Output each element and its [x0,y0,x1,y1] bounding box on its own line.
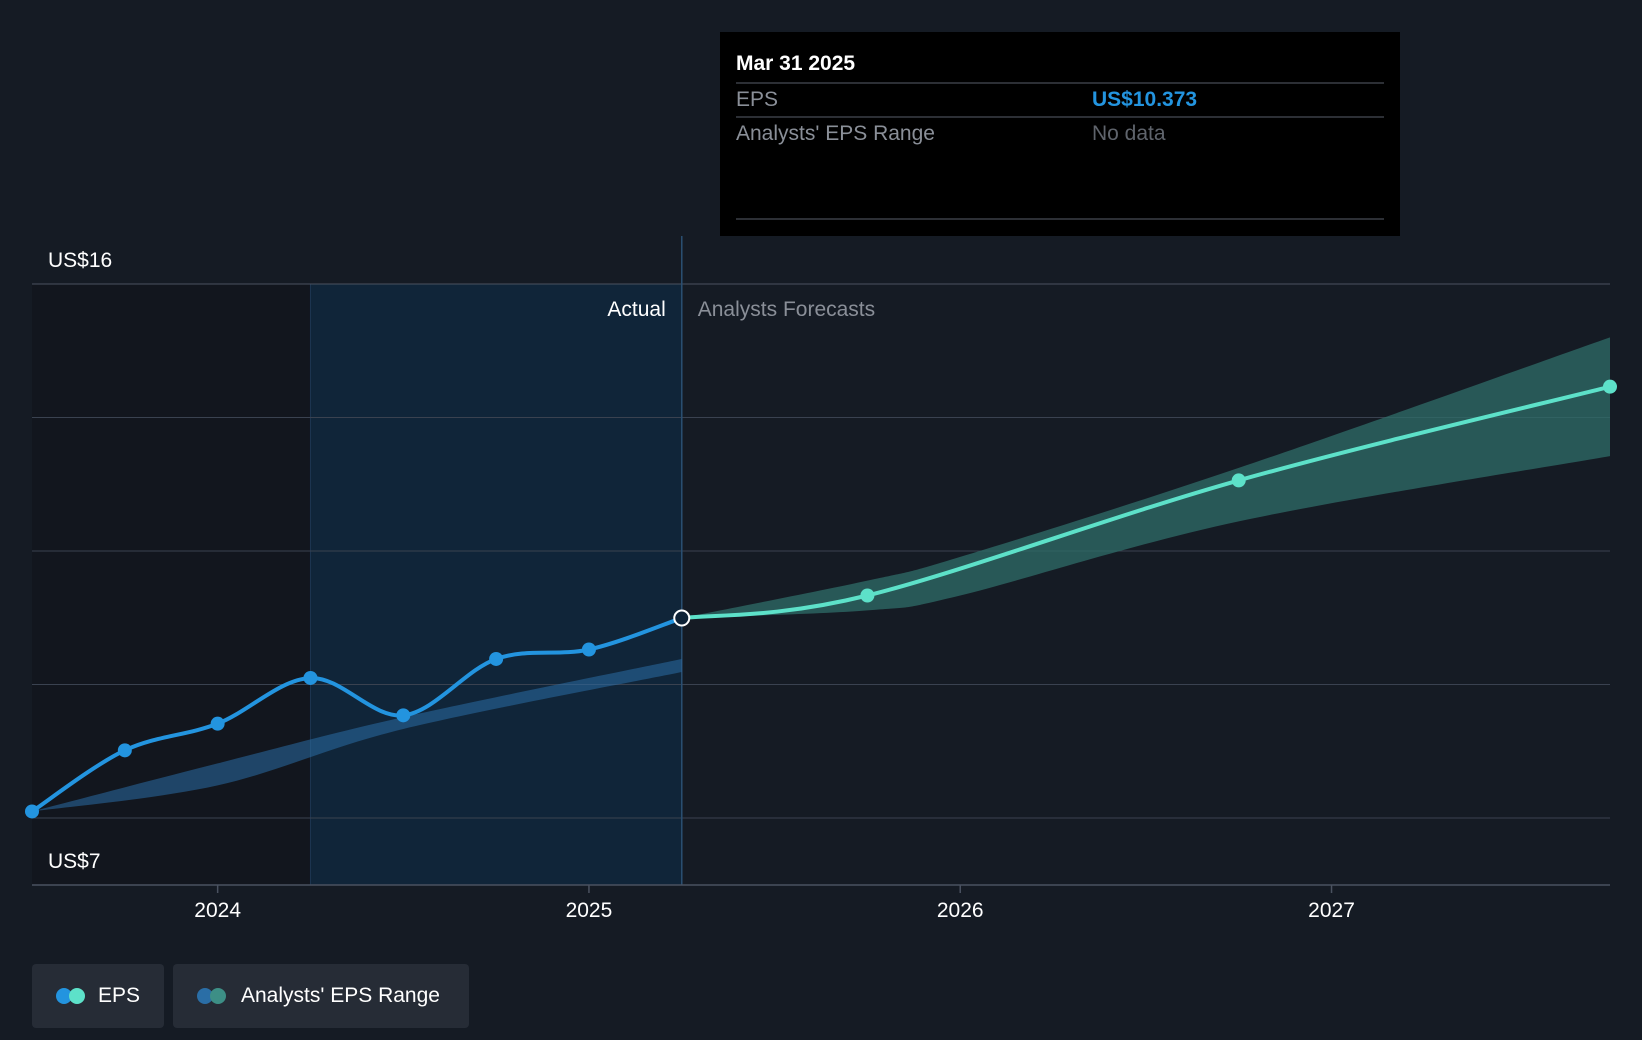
y-label-min: US$7 [48,850,101,873]
tooltip-date: Mar 31 2025 [736,52,855,75]
eps-range-band-forecast [681,337,1610,619]
eps-points [25,379,1617,819]
actual-eps-point [581,642,596,657]
past-region [32,284,311,885]
chart-labels: US$16 US$7 Actual Analysts Forecasts [48,249,875,873]
gridlines [32,236,1610,885]
x-axis: 2024 2025 2026 2027 [32,884,1610,922]
actual-label: Actual [607,298,665,321]
x-tick-label: 2024 [194,899,241,922]
forecast-eps-line [679,384,1612,621]
tooltip-range-value: No data [1092,122,1166,145]
x-tick-label: 2025 [566,899,613,922]
tooltip-eps-label: EPS [736,88,778,111]
actual-eps-point [489,651,504,666]
eps-range-band [32,337,1610,812]
actual-eps-point [303,670,318,685]
legend-label-eps: EPS [97,984,140,1007]
tooltip: Mar 31 2025 EPS US$10.373 Analysts' EPS Ran… [720,32,1400,236]
actual-eps-point [117,743,132,758]
tooltip-box [720,32,1400,236]
actual-eps-point [396,708,411,723]
eps-legend-icon [56,988,85,1004]
forecast-eps-point [1231,473,1246,488]
x-tick-label: 2027 [1308,899,1355,922]
legend: EPS Analysts' EPS Range [32,964,469,1028]
tooltip-eps-value: US$10.373 [1092,88,1197,111]
actual-eps-point [25,804,39,819]
range-legend-icon [197,988,227,1004]
selected-point [673,609,691,627]
y-label-max: US$16 [48,249,112,272]
actual-eps-point [210,716,225,731]
forecast-eps-point [1603,379,1617,394]
forecast-eps-point [860,588,875,603]
actual-period-highlight [310,284,682,885]
forecast-label: Analysts Forecasts [698,298,875,321]
eps-range-band-actual [32,658,682,812]
chart-background [32,284,682,885]
legend-label-eps-range: Analysts' EPS Range [241,984,440,1007]
x-tick-label: 2026 [937,899,984,922]
tooltip-range-label: Analysts' EPS Range [736,122,935,145]
legend-item-eps-range[interactable]: Analysts' EPS Range [173,964,469,1028]
legend-item-eps[interactable]: EPS [32,964,164,1028]
